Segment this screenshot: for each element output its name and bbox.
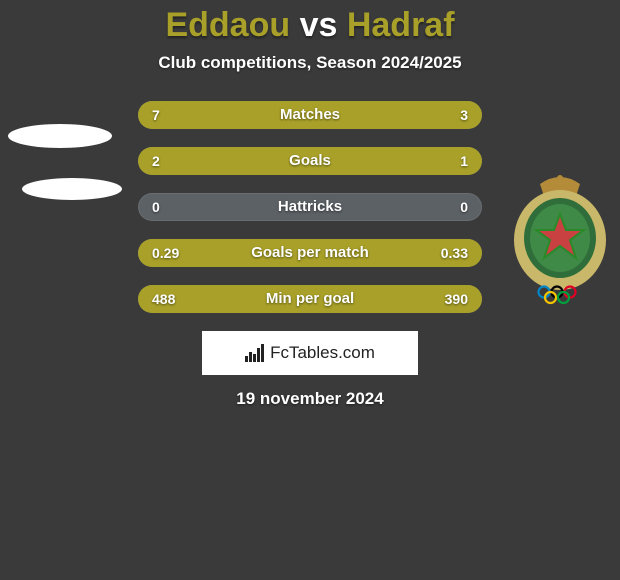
page-title: Eddaou vs Hadraf (0, 0, 620, 45)
stat-value-right: 0.33 (441, 239, 468, 267)
bar-chart-icon (245, 344, 264, 362)
player2-club-crest (510, 174, 610, 308)
stat-row: 7 Matches 3 (138, 101, 482, 129)
stat-value-right: 1 (460, 147, 468, 175)
stat-row: 2 Goals 1 (138, 147, 482, 175)
stat-label: Min per goal (138, 285, 482, 313)
footer-date: 19 november 2024 (0, 389, 620, 409)
stat-row: 488 Min per goal 390 (138, 285, 482, 313)
stat-value-right: 0 (460, 193, 468, 221)
stat-label: Hattricks (138, 193, 482, 221)
stat-label: Goals (138, 147, 482, 175)
stat-label: Matches (138, 101, 482, 129)
stat-row: 0 Hattricks 0 (138, 193, 482, 221)
source-badge: FcTables.com (202, 331, 418, 375)
stat-label: Goals per match (138, 239, 482, 267)
player1-name: Eddaou (165, 6, 290, 44)
source-badge-text: FcTables.com (270, 343, 375, 363)
stat-row: 0.29 Goals per match 0.33 (138, 239, 482, 267)
stat-value-right: 3 (460, 101, 468, 129)
subtitle: Club competitions, Season 2024/2025 (0, 53, 620, 73)
player2-name: Hadraf (347, 6, 455, 44)
vs-separator: vs (290, 6, 347, 44)
stat-value-right: 390 (445, 285, 468, 313)
